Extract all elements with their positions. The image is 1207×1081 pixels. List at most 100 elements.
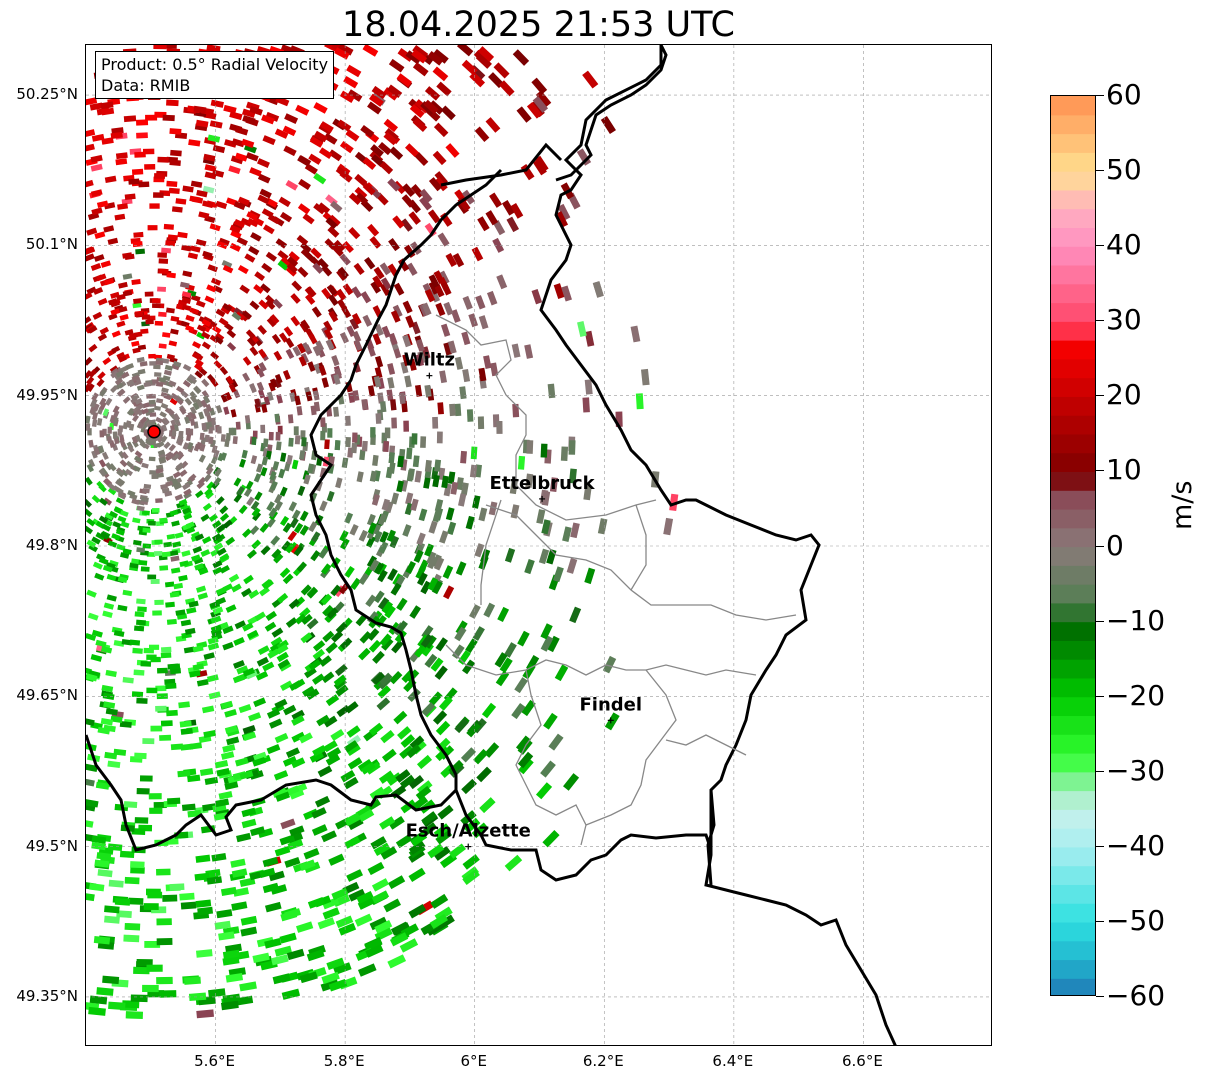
echo-cell — [202, 395, 211, 404]
echo-cell — [161, 358, 170, 364]
echo-cell — [524, 558, 535, 575]
echo-cell — [193, 557, 204, 565]
echo-cell — [381, 325, 391, 339]
echo-cell — [136, 958, 153, 967]
echo-cell — [132, 302, 142, 309]
echo-cell — [287, 838, 304, 850]
echo-cell — [421, 702, 436, 717]
echo-cell — [86, 143, 95, 152]
echo-cell — [387, 178, 401, 192]
echo-cell — [261, 262, 273, 273]
echo-cell — [169, 667, 182, 675]
echo-cell — [147, 435, 155, 442]
echo-cell — [212, 285, 223, 294]
colorbar-tick — [1096, 320, 1104, 322]
echo-cell — [576, 148, 592, 166]
echo-cell — [181, 803, 196, 812]
echo-cell — [110, 384, 119, 394]
echo-cell — [312, 262, 324, 274]
echo-cell — [98, 459, 107, 468]
echo-cell — [192, 546, 203, 554]
echo-cell — [328, 978, 348, 992]
echo-cell — [340, 769, 356, 783]
echo-cell — [195, 854, 211, 863]
echo-cell — [332, 244, 344, 257]
colorbar-tick — [1096, 996, 1104, 997]
echo-cell — [371, 878, 390, 892]
echo-cell — [434, 498, 444, 512]
echo-cell — [225, 536, 236, 546]
echo-cell — [357, 963, 377, 977]
echo-cell — [428, 691, 443, 706]
echo-cell — [270, 954, 289, 966]
echo-cell — [220, 305, 231, 315]
echo-cell — [274, 373, 283, 384]
echo-cell — [377, 513, 387, 526]
echo-cell — [123, 801, 138, 809]
echo-cell — [400, 799, 417, 814]
echo-cell — [135, 434, 142, 443]
echo-cell — [289, 517, 299, 529]
city-marker: Esch/Alzette — [406, 821, 531, 850]
echo-cell — [156, 868, 171, 876]
echo-cell — [307, 587, 319, 599]
echo-cell — [379, 633, 392, 647]
echo-cell — [517, 751, 534, 769]
echo-cell — [144, 291, 154, 297]
echo-cell — [99, 388, 107, 397]
echo-cell — [86, 316, 92, 325]
colorbar-tick-label: 60 — [1106, 78, 1142, 111]
echo-cell — [334, 440, 341, 451]
echo-cell — [97, 297, 108, 306]
echo-cell — [208, 988, 226, 998]
echo-cell — [248, 245, 260, 256]
echo-cell — [133, 455, 142, 463]
echo-cell — [308, 153, 322, 165]
echo-cell — [208, 436, 214, 445]
echo-cell — [108, 559, 119, 568]
echo-cell — [198, 567, 209, 576]
echo-cell — [104, 905, 120, 914]
echo-cell — [117, 203, 129, 210]
echo-cell — [114, 377, 124, 386]
echo-cell — [267, 214, 280, 225]
echo-cell — [274, 698, 288, 709]
echo-cell — [240, 915, 258, 926]
echo-cell — [274, 945, 293, 957]
echo-cell — [222, 641, 234, 651]
echo-cell — [336, 288, 347, 301]
echo-cell — [189, 406, 197, 415]
colorbar-segment — [1051, 771, 1095, 792]
echo-cell — [136, 356, 145, 363]
echo-cell — [374, 323, 384, 337]
echo-cell — [274, 493, 283, 505]
echo-cell — [369, 916, 388, 931]
echo-cell — [373, 590, 385, 604]
colorbar-segment — [1051, 659, 1095, 679]
echo-cell — [105, 562, 116, 570]
radar-map[interactable]: Wiltz Ettelbruck Findel Esch/Alzette — [85, 44, 992, 1046]
echo-cell — [351, 286, 362, 299]
echo-cell — [216, 767, 230, 777]
echo-cell — [189, 418, 196, 426]
echo-cell — [96, 480, 105, 490]
echo-cell — [154, 173, 166, 179]
echo-cell — [217, 452, 225, 462]
echo-cell — [134, 311, 144, 318]
echo-cell — [326, 284, 338, 296]
country-border — [454, 789, 713, 882]
echo-cell — [233, 201, 246, 211]
echo-cell — [409, 104, 425, 119]
echo-cell — [189, 307, 200, 315]
echo-cell — [339, 331, 350, 344]
echo-cell — [373, 266, 385, 280]
echo-cell — [540, 635, 554, 652]
echo-cell — [163, 369, 172, 376]
colorbar-segment — [1051, 189, 1095, 210]
echo-cell — [185, 314, 195, 322]
echo-cell — [356, 890, 374, 904]
echo-cell — [190, 411, 197, 420]
echo-cell — [153, 364, 161, 370]
echo-cell — [107, 540, 118, 548]
echo-cell — [128, 897, 144, 905]
